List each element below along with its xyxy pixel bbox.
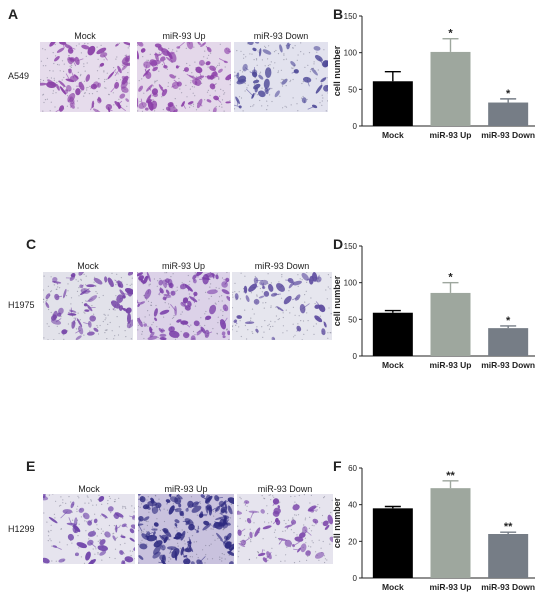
- y-tick-label: 0: [353, 122, 358, 131]
- micrograph-h1299-mock: [43, 494, 135, 564]
- significance-label: *: [506, 315, 511, 327]
- bar: [430, 488, 471, 578]
- y-tick-label: 50: [348, 315, 357, 324]
- bar-chart-h1299: 0 20 40 60 cell number Mock ** miR-93 Up ** miR-9…: [332, 464, 535, 592]
- bar: [488, 102, 529, 126]
- significance-label: *: [448, 28, 453, 40]
- significance-label: *: [448, 272, 453, 284]
- bar: [488, 328, 529, 356]
- y-tick-label: 150: [344, 12, 358, 21]
- bar: [372, 312, 413, 356]
- y-axis-label: cell number: [332, 275, 342, 326]
- image-label-mir93-up: miR-93 Up: [162, 31, 206, 41]
- y-axis-label: cell number: [332, 497, 342, 548]
- cell-line-label-h1975: H1975: [8, 300, 35, 310]
- panel-letter-b: B: [333, 6, 344, 22]
- micrograph-a549-mir93-down: [234, 42, 328, 112]
- y-tick-label: 0: [353, 574, 358, 583]
- cell-line-label-h1299: H1299: [8, 524, 35, 534]
- micrograph-h1975-mir93-down: [232, 272, 332, 340]
- panel-letter-f: F: [333, 458, 342, 474]
- significance-label: *: [506, 88, 511, 100]
- significance-label: **: [504, 521, 513, 533]
- x-tick-label: miR-93 Down: [481, 360, 535, 370]
- bar: [430, 292, 471, 356]
- image-label-mir93-down: miR-93 Down: [257, 484, 313, 494]
- micrograph-a549-mir93-up: [137, 42, 231, 112]
- x-tick-label: miR-93 Up: [429, 360, 471, 370]
- bar: [372, 508, 413, 578]
- y-axis-label: cell number: [332, 45, 342, 96]
- micrograph-h1299-mir93-up: [138, 494, 234, 564]
- bar-chart-a549: 0 50 100 150 cell number Mock * miR-93 Up * miR-9…: [332, 12, 535, 140]
- bar: [430, 51, 471, 126]
- micrograph-h1299-mir93-down: [237, 494, 333, 564]
- y-tick-label: 150: [344, 242, 358, 251]
- x-tick-label: miR-93 Up: [429, 582, 471, 592]
- x-tick-label: Mock: [382, 360, 404, 370]
- y-tick-label: 20: [348, 537, 357, 546]
- image-label-mock: Mock: [74, 31, 96, 41]
- micrograph-a549-mock: [40, 42, 130, 112]
- image-label-mock: Mock: [77, 261, 99, 271]
- y-tick-label: 100: [344, 279, 358, 288]
- micrograph-h1975-mir93-up: [137, 272, 230, 340]
- x-tick-label: miR-93 Down: [481, 582, 535, 592]
- panel-letter-c: C: [26, 236, 37, 252]
- y-tick-label: 50: [348, 85, 357, 94]
- image-label-mir93-down: miR-93 Down: [254, 261, 310, 271]
- image-label-mir93-up: miR-93 Up: [164, 484, 208, 494]
- image-label-mir93-down: miR-93 Down: [253, 31, 309, 41]
- image-label-mock: Mock: [78, 484, 100, 494]
- image-label-mir93-up: miR-93 Up: [161, 261, 205, 271]
- micrograph-h1975-mock: [43, 272, 133, 340]
- panel-letter-a: A: [8, 6, 19, 22]
- x-tick-label: Mock: [382, 130, 404, 140]
- bar: [372, 81, 413, 126]
- panel-letter-e: E: [26, 458, 36, 474]
- cell-line-label-a549: A549: [8, 71, 30, 81]
- bar-chart-h1975: 0 50 100 150 cell number Mock * miR-93 Up * miR-9…: [332, 242, 535, 370]
- x-tick-label: miR-93 Down: [481, 130, 535, 140]
- bar: [488, 534, 529, 578]
- panel-letter-d: D: [333, 236, 344, 252]
- significance-label: **: [446, 470, 455, 482]
- y-tick-label: 40: [348, 501, 357, 510]
- x-tick-label: miR-93 Up: [429, 130, 471, 140]
- x-tick-label: Mock: [382, 582, 404, 592]
- y-tick-label: 60: [348, 464, 357, 473]
- y-tick-label: 100: [344, 49, 358, 58]
- y-tick-label: 0: [353, 352, 358, 361]
